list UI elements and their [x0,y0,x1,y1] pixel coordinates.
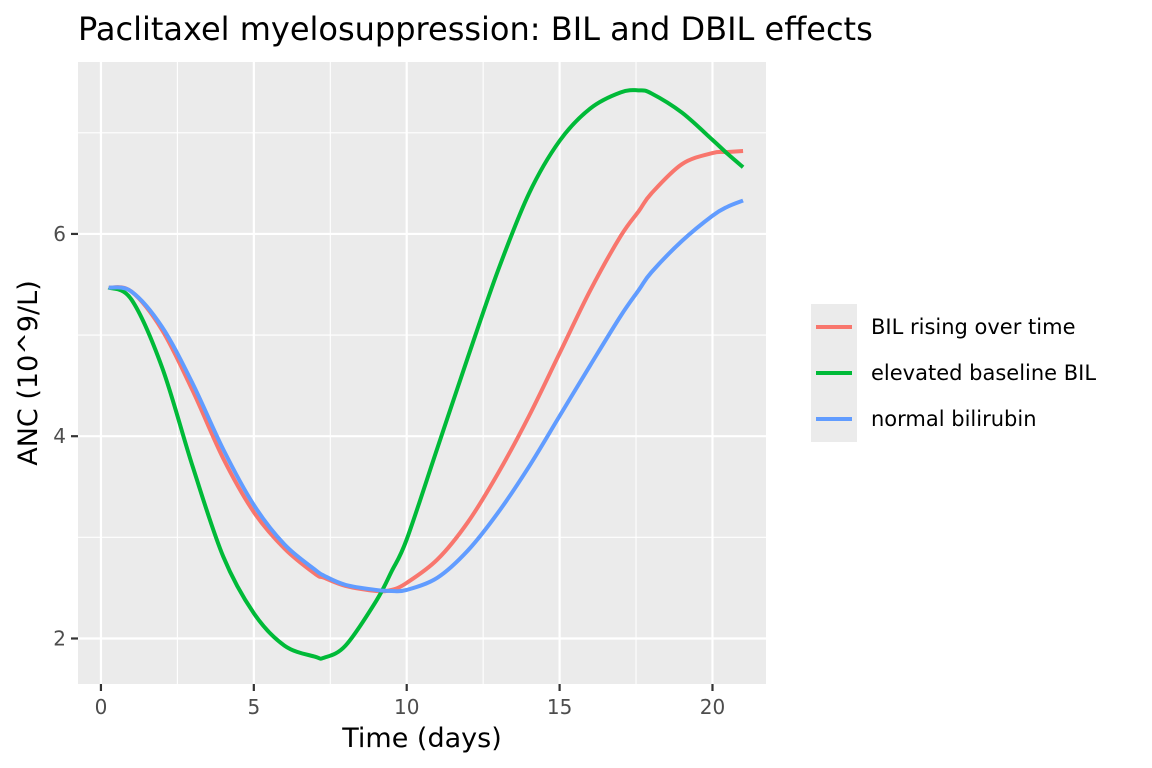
minor-gridlines [78,62,766,684]
x-tick-label: 10 [394,695,419,719]
legend-label-bil-rising-over-time: BIL rising over time [871,315,1075,339]
series-line-normal-bilirubin [108,198,744,594]
y-tick-label: 2 [53,626,66,650]
chart-title: Paclitaxel myelosuppression: BIL and DBI… [78,10,873,48]
y-tick-label: 4 [53,424,66,448]
legend-label-elevated-baseline-bil: elevated baseline BIL [871,361,1096,385]
y-tick-label: 6 [53,222,66,246]
x-axis-title: Time (days) [341,723,501,754]
x-tick-label: 5 [247,695,260,719]
series-line-elevated-baseline-bil [107,88,745,661]
series-line-bil-rising-over-time [108,149,744,594]
x-axis: 0 5 10 15 20 [95,684,725,719]
x-tick-label: 15 [547,695,572,719]
major-gridlines [78,62,766,684]
y-axis-title: ANC (10^9/L) [13,280,44,465]
legend-label-normal-bilirubin: normal bilirubin [871,407,1037,431]
plot-panel [78,62,766,684]
series-lines [107,88,745,661]
y-axis: 2 4 6 [53,222,78,650]
x-tick-label: 20 [700,695,725,719]
x-tick-label: 0 [95,695,108,719]
legend: BIL rising over time elevated baseline BI… [811,304,1096,442]
